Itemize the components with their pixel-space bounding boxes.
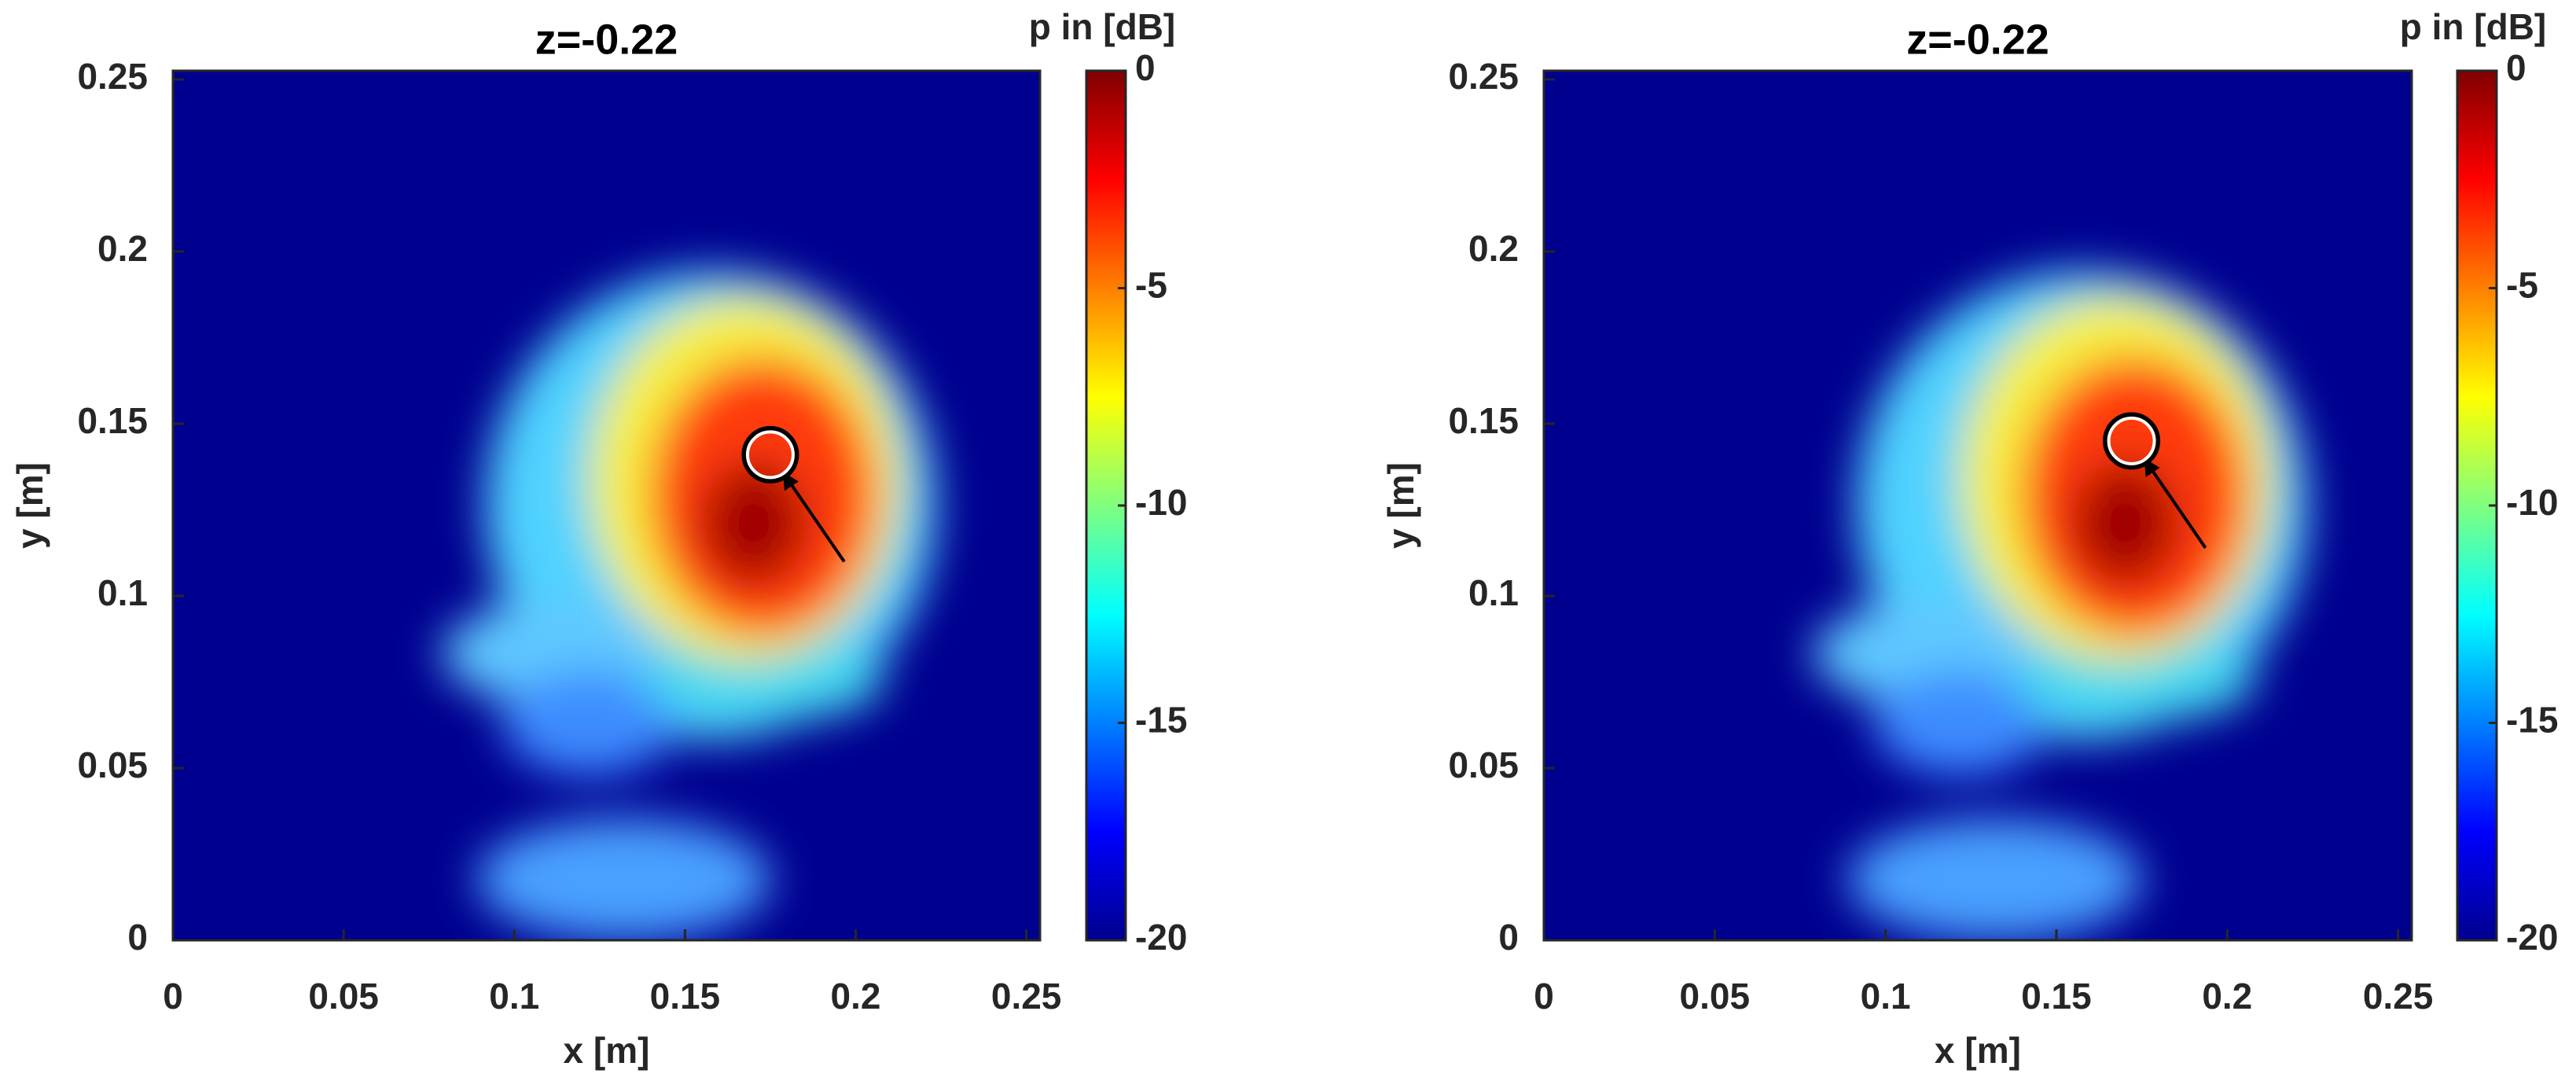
y-tick-label: 0.05	[77, 745, 148, 785]
y-tick-label: 0.15	[77, 400, 148, 441]
colorbar-tick-label: -15	[1135, 700, 1187, 741]
y-axis-label: y [m]	[9, 462, 50, 549]
heatmap	[1544, 71, 2412, 940]
axes-box	[1542, 69, 2413, 942]
x-tick-label: 0	[163, 976, 183, 1017]
x-axis-label: x [m]	[564, 1030, 650, 1071]
colorbar-tick-label: -20	[1135, 917, 1187, 958]
y-tick-label: 0	[127, 917, 148, 958]
y-tick-label: 0.05	[1448, 745, 1519, 785]
marker-inner-ring	[745, 430, 795, 480]
field-blob	[701, 461, 807, 584]
x-tick-label: 0	[1534, 976, 1554, 1017]
chart-title: z=-0.22	[1906, 16, 2049, 63]
x-tick-label: 0.15	[650, 976, 721, 1017]
colorbar-tick-label: -5	[2506, 265, 2538, 306]
marker	[2103, 412, 2161, 470]
colorbar-tick-label: -15	[2506, 700, 2558, 741]
marker	[741, 425, 799, 483]
x-tick-label: 0.05	[1680, 976, 1751, 1017]
y-tick-label: 0.1	[1468, 572, 1519, 613]
chart-title: z=-0.22	[535, 16, 678, 63]
field-blob	[641, 635, 884, 723]
colorbar-tick-label: -20	[2506, 917, 2558, 958]
x-tick-label: 0.1	[1861, 976, 1911, 1017]
x-tick-label: 0.05	[308, 976, 379, 1017]
colorbar-label: p in [dB]	[1029, 6, 1176, 47]
field-blob	[476, 818, 772, 940]
heatmap	[173, 71, 1040, 940]
arrow-shaft	[788, 480, 846, 563]
y-tick-label: 0.25	[77, 56, 148, 97]
colorbar-tick-label: -5	[1135, 265, 1167, 306]
y-tick-label: 0.15	[1448, 400, 1519, 441]
x-axis-label: x [m]	[1935, 1030, 2021, 1071]
colorbar-tick-label: 0	[2506, 47, 2526, 88]
heatmap-field	[441, 270, 936, 940]
field-blob	[1847, 818, 2143, 940]
field-blob	[2012, 635, 2256, 723]
arrow-shaft	[2148, 466, 2207, 550]
colorbar-label: p in [dB]	[2400, 6, 2547, 47]
field-blob	[1873, 671, 2048, 775]
colorbar-tick-label: -10	[1135, 482, 1187, 523]
y-tick-label: 0.2	[1468, 228, 1519, 269]
y-tick-label: 0.25	[1448, 56, 1519, 97]
axes-box	[171, 69, 1042, 942]
colorbar-tick-label: -10	[2506, 482, 2558, 523]
y-tick-label: 0	[1498, 917, 1519, 958]
heatmap-field	[1813, 270, 2308, 940]
y-tick-label: 0.2	[97, 228, 148, 269]
y-axis-label: y [m]	[1380, 462, 1421, 549]
x-tick-label: 0.25	[2363, 976, 2434, 1017]
marker-inner-ring	[2107, 416, 2156, 465]
field-blob	[502, 671, 676, 775]
x-tick-label: 0.2	[831, 976, 881, 1017]
x-tick-label: 0.25	[991, 976, 1062, 1017]
field-blob	[2073, 461, 2177, 584]
x-tick-label: 0.15	[2021, 976, 2092, 1017]
y-tick-label: 0.1	[97, 572, 148, 613]
x-tick-label: 0.2	[2202, 976, 2252, 1017]
colorbar-tick-label: 0	[1135, 47, 1156, 88]
x-tick-label: 0.1	[489, 976, 539, 1017]
